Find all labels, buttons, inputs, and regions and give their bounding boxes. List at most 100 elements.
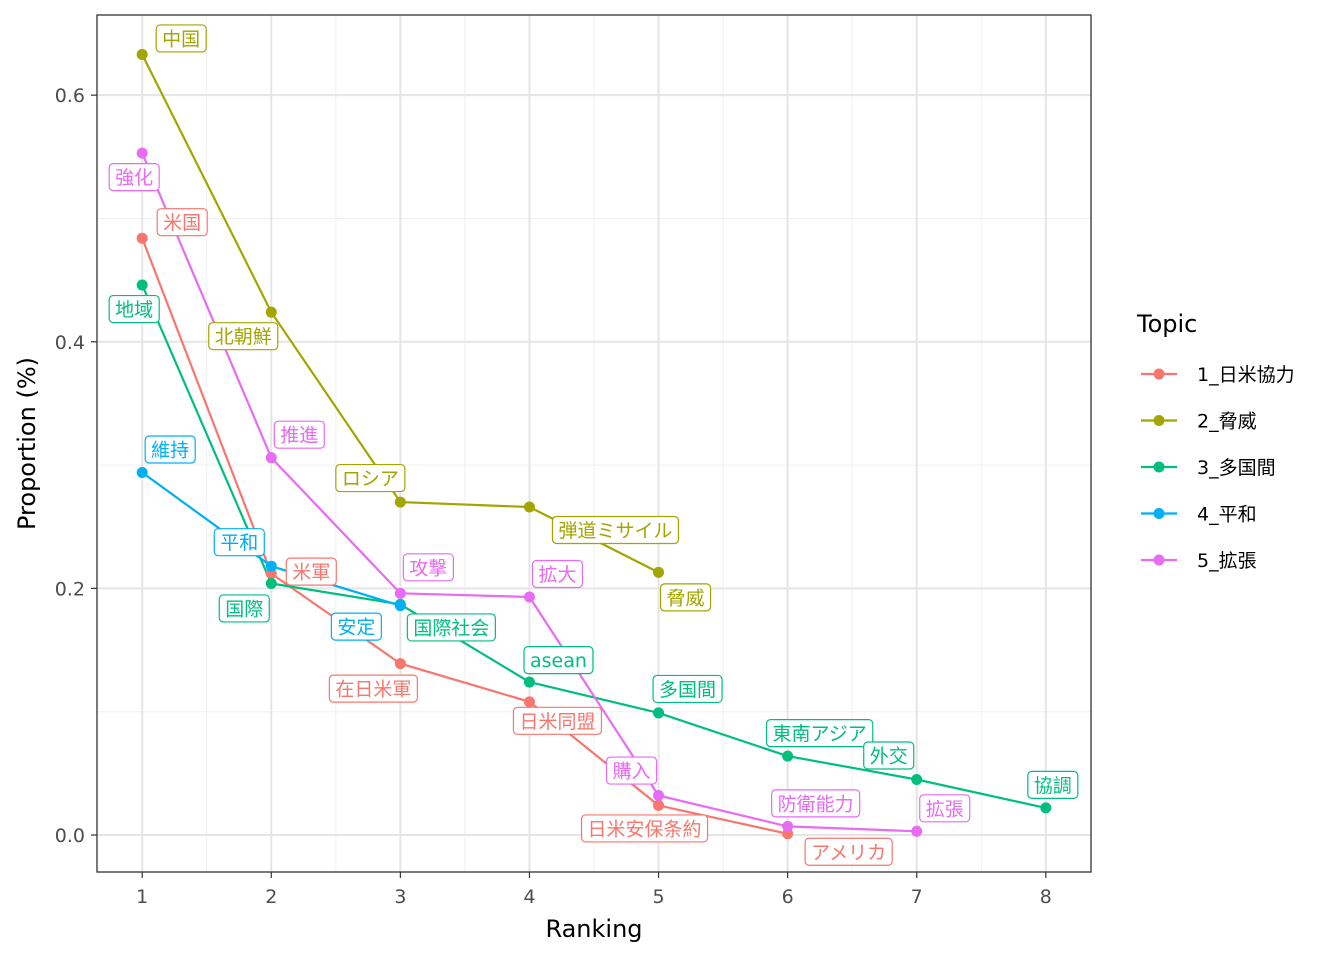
- point-label: 日米同盟: [512, 706, 603, 735]
- data-point: [265, 452, 277, 464]
- point-label-text: 日米安保条約: [588, 818, 702, 840]
- point-label: 中国: [155, 24, 207, 53]
- point-label: asean: [523, 646, 594, 675]
- point-label-text: 拡張: [926, 798, 964, 820]
- point-label-box: [285, 557, 337, 586]
- legend-item: 2_脅威: [1141, 411, 1257, 433]
- point-label-text: 安定: [337, 617, 375, 639]
- data-point: [782, 750, 794, 762]
- point-label-box: [213, 528, 265, 557]
- point-label-box: [108, 163, 160, 192]
- axes: 1 2 3 4 5 6 7 8 0.0 0.2 0.4 0.6 Ranking Proportion (%…: [13, 14, 1092, 943]
- point-label-box: [652, 674, 723, 704]
- point-label-text: 東南アジア: [773, 723, 867, 745]
- point-label-box: [402, 553, 454, 582]
- point-label-box: [531, 559, 584, 589]
- x-axis-title: Ranking: [545, 915, 642, 943]
- point-label-box: [659, 583, 712, 612]
- legend-label: 1_日米協力: [1197, 364, 1295, 386]
- legend-label: 2_脅威: [1197, 411, 1257, 433]
- legend-item: 4_平和: [1141, 504, 1257, 526]
- point-label: 攻撃: [402, 553, 454, 582]
- point-label: 防衛能力: [771, 789, 861, 818]
- data-point: [523, 591, 535, 603]
- point-label-box: [512, 706, 603, 735]
- x-tick-label: 8: [1040, 886, 1052, 908]
- x-tick-label: 7: [911, 886, 923, 908]
- point-label: 推進: [273, 420, 325, 449]
- point-label-text: 攻撃: [409, 557, 447, 579]
- point-label-box: [155, 24, 207, 53]
- y-tick-label: 0.0: [55, 825, 85, 847]
- point-label-text: 脅威: [667, 587, 705, 609]
- legend-item: 3_多国間: [1141, 457, 1276, 479]
- point-label-text: 地域: [115, 299, 153, 321]
- point-label: 脅威: [659, 583, 712, 612]
- point-label-text: 弾道ミサイル: [558, 520, 672, 542]
- data-point: [136, 279, 148, 291]
- point-label-text: アメリカ: [811, 842, 886, 864]
- point-label-box: [1027, 770, 1079, 799]
- point-label-box: [218, 594, 270, 623]
- point-label-text: 強化: [115, 167, 153, 189]
- point-label: 米国: [156, 208, 208, 237]
- point-label: 拡大: [531, 559, 584, 589]
- point-label-box: [335, 463, 406, 493]
- x-tick-label: 1: [136, 886, 148, 908]
- legend-item: 1_日米協力: [1141, 364, 1295, 386]
- data-point: [523, 501, 535, 513]
- point-label-text: 米軍: [292, 562, 330, 584]
- point-label-box: [156, 208, 208, 237]
- data-point: [265, 306, 277, 318]
- point-label-box: [919, 794, 971, 823]
- point-label: 拡張: [919, 794, 971, 823]
- point-label: ロシア: [335, 463, 406, 493]
- point-label: 維持: [144, 435, 196, 464]
- data-point: [653, 799, 665, 811]
- point-label: アメリカ: [804, 837, 893, 866]
- point-label: 安定: [330, 612, 382, 641]
- point-label-text: 北朝鮮: [215, 326, 272, 348]
- legend-item: 5_拡張: [1141, 550, 1257, 572]
- point-label-box: [551, 515, 680, 545]
- point-label-box: [605, 756, 658, 785]
- data-point: [653, 790, 665, 802]
- legend-key-point: [1153, 461, 1165, 473]
- point-label-text: asean: [530, 650, 587, 672]
- x-tick-label: 2: [265, 886, 277, 908]
- legend-title: Topic: [1136, 310, 1197, 338]
- data-point: [911, 825, 923, 837]
- point-label: 購入: [605, 756, 658, 785]
- point-label: 地域: [108, 294, 160, 324]
- point-label-text: 中国: [162, 28, 200, 50]
- point-label-text: 防衛能力: [778, 793, 854, 815]
- point-label-text: 拡大: [538, 564, 576, 586]
- data-point: [523, 696, 535, 708]
- point-label-text: ロシア: [342, 468, 399, 490]
- y-tick-label: 0.6: [55, 85, 85, 107]
- panel-border: [96, 14, 1092, 873]
- point-label-text: 協調: [1034, 775, 1072, 797]
- point-label-box: [144, 435, 196, 464]
- point-label: 弾道ミサイル: [551, 515, 680, 545]
- point-label: 東南アジア: [765, 718, 874, 748]
- point-label: 日米安保条約: [580, 814, 709, 843]
- x-tick-label: 3: [394, 886, 406, 908]
- data-point: [136, 232, 148, 244]
- data-point: [136, 466, 148, 478]
- point-label: 在日米軍: [328, 674, 418, 703]
- y-tick-label: 0.2: [55, 578, 85, 600]
- data-point: [653, 566, 665, 578]
- data-point: [394, 600, 406, 612]
- point-label-box: [771, 789, 861, 818]
- point-label-text: 在日米軍: [335, 679, 411, 701]
- data-point: [265, 560, 277, 572]
- legend-label: 4_平和: [1197, 504, 1257, 526]
- data-point: [782, 820, 794, 832]
- point-label: 多国間: [652, 674, 723, 704]
- data-point: [911, 774, 923, 786]
- legend-key-point: [1153, 368, 1165, 380]
- point-label: 北朝鮮: [208, 322, 279, 351]
- point-label: 外交: [863, 741, 915, 770]
